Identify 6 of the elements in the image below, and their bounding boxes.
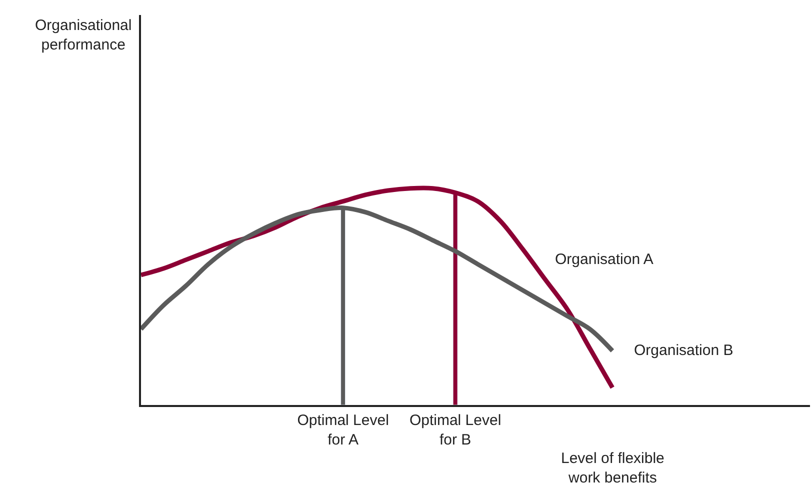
series-label: Organisation B [634,342,734,359]
x-axis-title: Level of flexible work benefits [561,450,664,486]
text: Organisational performance [35,17,132,54]
x-tick-label: Optimal Level for A [297,412,389,448]
series-label: Organisation A [555,251,654,268]
x-tick-label: Optimal Level for B [409,412,502,448]
